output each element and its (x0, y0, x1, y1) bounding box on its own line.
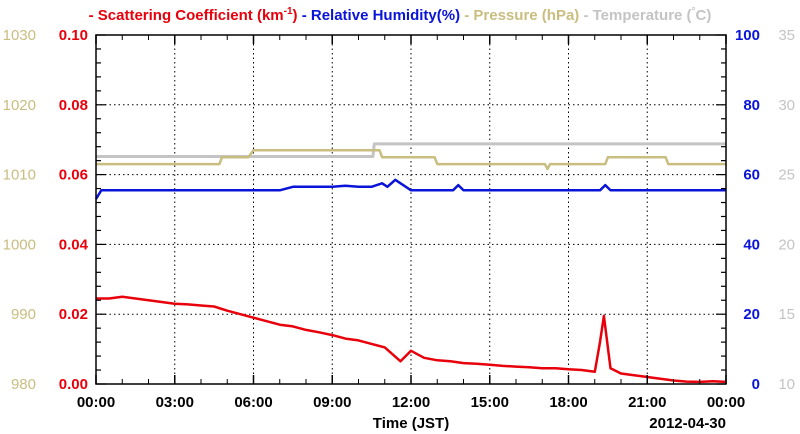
x-tick-label: 09:00 (313, 394, 351, 411)
scattering-tick-label: 0.04 (59, 236, 89, 253)
temperature-tick-label: 35 (778, 27, 795, 44)
x-tick-label: 00:00 (707, 394, 745, 411)
legend-entry-temperature: - Temperature ( (579, 7, 691, 24)
temperature-tick-label: 15 (778, 306, 795, 323)
humidity-tick-label: 80 (743, 97, 760, 114)
pressure-tick-label: 1000 (3, 236, 36, 253)
date-label: 2012-04-30 (649, 415, 726, 432)
legend-entry-humidity: - Relative Humidity(%) (298, 7, 461, 24)
scattering-tick-label: 0.06 (59, 167, 88, 184)
pressure-tick-label: 1020 (3, 97, 36, 114)
x-tick-label: 18:00 (549, 394, 587, 411)
humidity-tick-label: 60 (743, 167, 760, 184)
temperature-tick-label: 25 (778, 167, 795, 184)
temperature-tick-label: 20 (778, 236, 795, 253)
scattering-tick-label: 0.00 (59, 376, 88, 393)
x-tick-label: 03:00 (156, 394, 194, 411)
series-line-temperature (96, 142, 726, 158)
plot-frame (95, 34, 727, 385)
legend-entry-pressure: - Pressure (hPa) (460, 7, 579, 24)
tick-marks (95, 34, 727, 385)
legend: - Scattering Coefficient (km-1) - Relati… (89, 6, 712, 24)
legend-superscript: -1 (284, 6, 293, 17)
temperature-tick-label: 10 (778, 376, 795, 393)
x-tick-label: 06:00 (234, 394, 272, 411)
x-tick-label: 15:00 (471, 394, 509, 411)
series-layer (94, 142, 727, 384)
humidity-tick-label: 100 (735, 27, 760, 44)
scattering-tick-label: 0.02 (59, 306, 88, 323)
pressure-tick-label: 1030 (3, 27, 36, 44)
humidity-tick-label: 0 (752, 376, 760, 393)
axis-labels: 00:00 03:00 06:00 09:00 12:00 15:00 18:00 21:00… (3, 27, 795, 411)
x-tick-label: 21:00 (628, 394, 666, 411)
series-line-scattering (96, 295, 727, 384)
legend-suffix: ) (293, 7, 298, 24)
pressure-tick-label: 980 (11, 376, 36, 393)
series-line-humidity (94, 178, 726, 200)
x-tick-label: 00:00 (77, 394, 115, 411)
grid-lines (96, 35, 726, 384)
legend-entry-scattering: - Scattering Coefficient (km (89, 7, 284, 24)
series-line-pressure (96, 148, 726, 171)
pressure-tick-label: 1010 (3, 167, 36, 184)
scattering-tick-label: 0.08 (59, 97, 88, 114)
legend-superscript: ° (692, 6, 696, 17)
humidity-tick-label: 40 (743, 236, 760, 253)
legend-suffix: C) (696, 7, 712, 24)
temperature-tick-label: 30 (778, 97, 795, 114)
x-tick-label: 12:00 (392, 394, 430, 411)
x-axis-title: Time (JST) (373, 415, 449, 432)
scattering-tick-label: 0.10 (59, 27, 88, 44)
humidity-tick-label: 20 (743, 306, 760, 323)
pressure-tick-label: 990 (11, 306, 36, 323)
